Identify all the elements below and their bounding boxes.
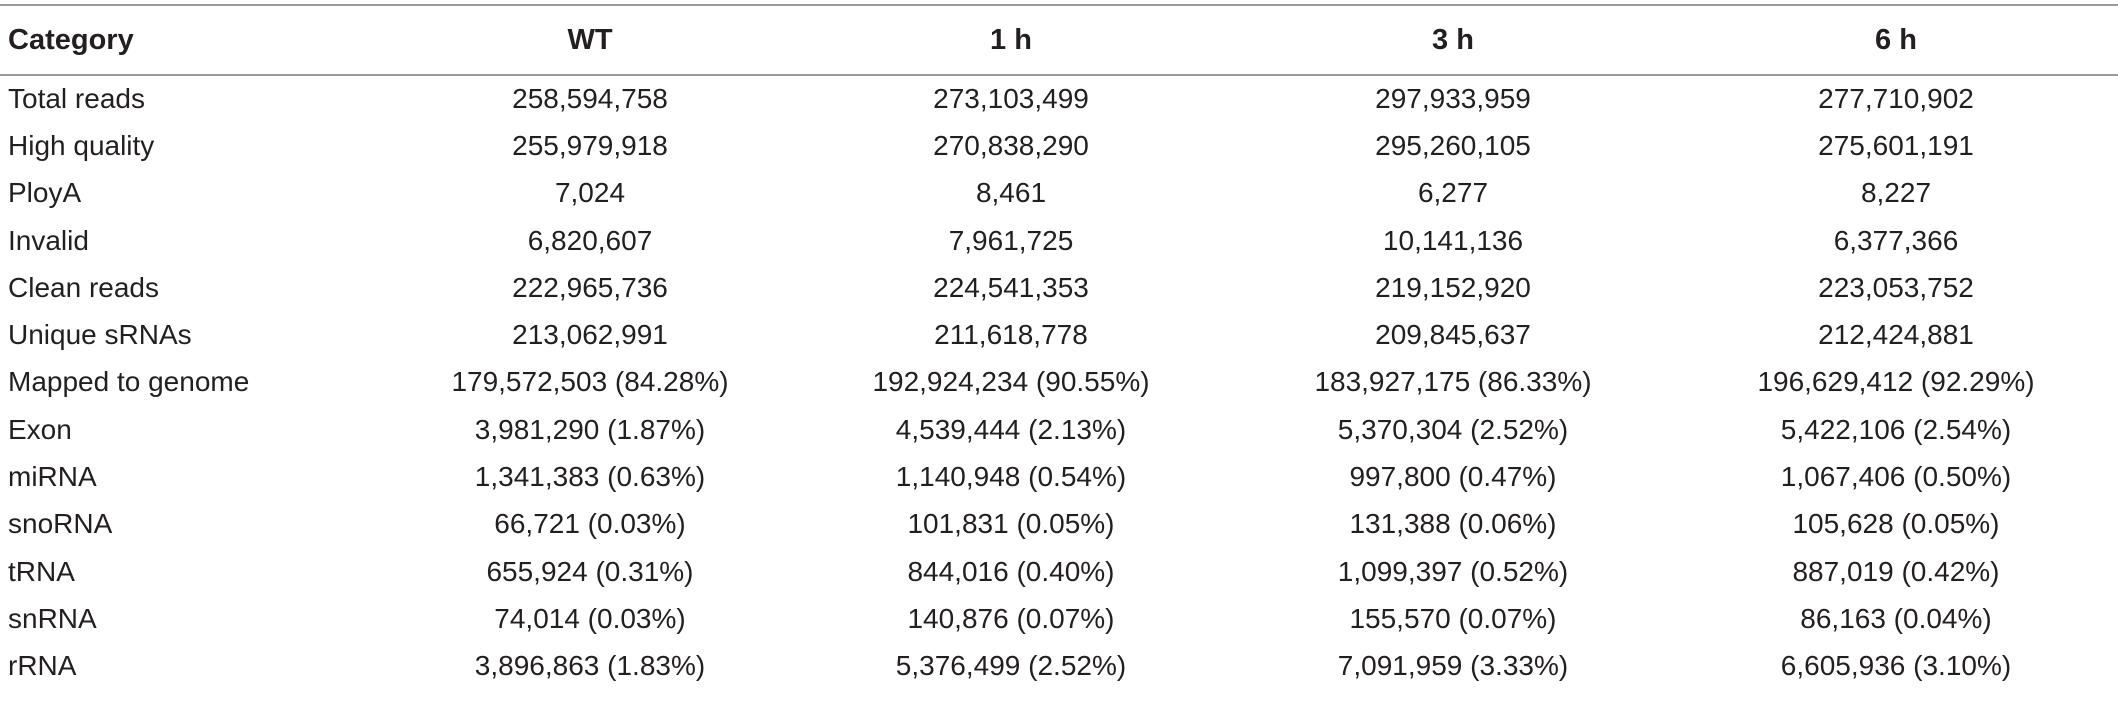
cell-1h: 7,961,725 bbox=[948, 224, 1074, 256]
cell-6h: 105,628 (0.05%) bbox=[1792, 508, 2000, 540]
cell-3h: 219,152,920 bbox=[1375, 271, 1531, 303]
cell-wt: 222,965,736 bbox=[512, 271, 668, 303]
cell-1h: 101,831 (0.05%) bbox=[907, 508, 1115, 540]
cell-6h: 86,163 (0.04%) bbox=[1800, 602, 1992, 634]
column-header-1h: 1 h bbox=[990, 23, 1032, 56]
table-body: Total reads 258,594,758 273,103,499 297,933… bbox=[0, 75, 2118, 690]
cell-3h: 7,091,959 (3.33%) bbox=[1337, 650, 1569, 682]
cell-1h: 140,876 (0.07%) bbox=[907, 602, 1115, 634]
cell-1h: 1,140,948 (0.54%) bbox=[895, 461, 1127, 493]
cell-3h: 5,370,304 (2.52%) bbox=[1337, 413, 1569, 445]
cell-category: Clean reads bbox=[8, 271, 159, 303]
table-header: Category WT 1 h 3 h 6 h bbox=[0, 5, 2118, 75]
table-row: Clean reads 222,965,736 224,541,353 219,152… bbox=[0, 264, 2118, 311]
table-row: Mapped to genome 179,572,503 (84.28%) 192,… bbox=[0, 359, 2118, 406]
table-row: tRNA 655,924 (0.31%) 844,016 (0.40%) 1,099,… bbox=[0, 548, 2118, 595]
cell-3h: 183,927,175 (86.33%) bbox=[1314, 366, 1592, 398]
cell-category: tRNA bbox=[8, 555, 75, 587]
cell-6h: 887,019 (0.42%) bbox=[1792, 555, 2000, 587]
cell-3h: 209,845,637 bbox=[1375, 319, 1531, 351]
cell-category: miRNA bbox=[8, 461, 97, 493]
cell-1h: 4,539,444 (2.13%) bbox=[895, 413, 1127, 445]
cell-wt: 1,341,383 (0.63%) bbox=[474, 461, 706, 493]
table-row: Unique sRNAs 213,062,991 211,618,778 209,84… bbox=[0, 311, 2118, 358]
table-row: Invalid 6,820,607 7,961,725 10,141,136 6,377… bbox=[0, 217, 2118, 264]
cell-1h: 224,541,353 bbox=[933, 271, 1089, 303]
cell-6h: 275,601,191 bbox=[1818, 129, 1974, 161]
header-row: Category WT 1 h 3 h 6 h bbox=[0, 5, 2118, 75]
cell-wt: 6,820,607 bbox=[527, 224, 653, 256]
cell-6h: 8,227 bbox=[1860, 177, 1932, 209]
table-row: Exon 3,981,290 (1.87%) 4,539,444 (2.13%) 5,… bbox=[0, 406, 2118, 453]
cell-wt: 179,572,503 (84.28%) bbox=[451, 366, 729, 398]
cell-6h: 6,377,366 bbox=[1833, 224, 1959, 256]
cell-6h: 6,605,936 (3.10%) bbox=[1780, 650, 2012, 682]
cell-wt: 74,014 (0.03%) bbox=[494, 602, 686, 634]
table-row: High quality 255,979,918 270,838,290 295,26… bbox=[0, 122, 2118, 169]
cell-category: Unique sRNAs bbox=[8, 319, 192, 351]
cell-wt: 255,979,918 bbox=[512, 129, 668, 161]
cell-3h: 10,141,136 bbox=[1382, 224, 1524, 256]
cell-3h: 297,933,959 bbox=[1375, 83, 1531, 115]
cell-category: Invalid bbox=[8, 224, 89, 256]
cell-wt: 213,062,991 bbox=[512, 319, 668, 351]
cell-6h: 1,067,406 (0.50%) bbox=[1780, 461, 2012, 493]
cell-category: snoRNA bbox=[8, 508, 113, 540]
cell-1h: 5,376,499 (2.52%) bbox=[895, 650, 1127, 682]
cell-1h: 844,016 (0.40%) bbox=[907, 555, 1115, 587]
cell-1h: 270,838,290 bbox=[933, 129, 1089, 161]
cell-wt: 655,924 (0.31%) bbox=[486, 555, 694, 587]
cell-category: High quality bbox=[8, 129, 155, 161]
cell-6h: 212,424,881 bbox=[1818, 319, 1974, 351]
cell-3h: 997,800 (0.47%) bbox=[1349, 461, 1557, 493]
cell-3h: 131,388 (0.06%) bbox=[1349, 508, 1557, 540]
cell-wt: 66,721 (0.03%) bbox=[494, 508, 686, 540]
cell-6h: 223,053,752 bbox=[1818, 271, 1974, 303]
cell-3h: 1,099,397 (0.52%) bbox=[1337, 555, 1569, 587]
table-row: miRNA 1,341,383 (0.63%) 1,140,948 (0.54%) 9… bbox=[0, 453, 2118, 500]
cell-1h: 192,924,234 (90.55%) bbox=[872, 366, 1150, 398]
cell-6h: 5,422,106 (2.54%) bbox=[1780, 413, 2012, 445]
sequencing-stats-table: Category WT 1 h 3 h 6 h Total reads 258,5… bbox=[0, 4, 2118, 690]
cell-wt: 3,896,863 (1.83%) bbox=[474, 650, 706, 682]
cell-1h: 211,618,778 bbox=[934, 319, 1088, 351]
cell-category: Total reads bbox=[8, 83, 145, 115]
cell-3h: 6,277 bbox=[1417, 177, 1489, 209]
cell-category: snRNA bbox=[8, 602, 97, 634]
table-row: Total reads 258,594,758 273,103,499 297,933… bbox=[0, 75, 2118, 122]
cell-6h: 277,710,902 bbox=[1818, 83, 1974, 115]
table-row: PloyA 7,024 8,461 6,277 8,227 bbox=[0, 170, 2118, 217]
column-header-category: Category bbox=[8, 23, 134, 56]
table-row: rRNA 3,896,863 (1.83%) 5,376,499 (2.52%) 7,… bbox=[0, 643, 2118, 690]
cell-category: rRNA bbox=[8, 650, 77, 682]
cell-1h: 8,461 bbox=[975, 177, 1047, 209]
column-header-6h: 6 h bbox=[1875, 23, 1917, 56]
cell-3h: 295,260,105 bbox=[1375, 129, 1531, 161]
cell-category: PloyA bbox=[8, 177, 82, 209]
cell-6h: 196,629,412 (92.29%) bbox=[1757, 366, 2035, 398]
cell-category: Mapped to genome bbox=[8, 366, 250, 398]
cell-1h: 273,103,499 bbox=[933, 83, 1089, 115]
table-row: snRNA 74,014 (0.03%) 140,876 (0.07%) 155,57… bbox=[0, 595, 2118, 642]
column-header-3h: 3 h bbox=[1432, 23, 1474, 56]
column-header-wt: WT bbox=[567, 23, 613, 56]
cell-3h: 155,570 (0.07%) bbox=[1349, 602, 1557, 634]
cell-wt: 7,024 bbox=[554, 177, 626, 209]
table-row: snoRNA 66,721 (0.03%) 101,831 (0.05%) 131,3… bbox=[0, 501, 2118, 548]
cell-category: Exon bbox=[8, 413, 72, 445]
cell-wt: 258,594,758 bbox=[512, 83, 668, 115]
cell-wt: 3,981,290 (1.87%) bbox=[474, 413, 706, 445]
